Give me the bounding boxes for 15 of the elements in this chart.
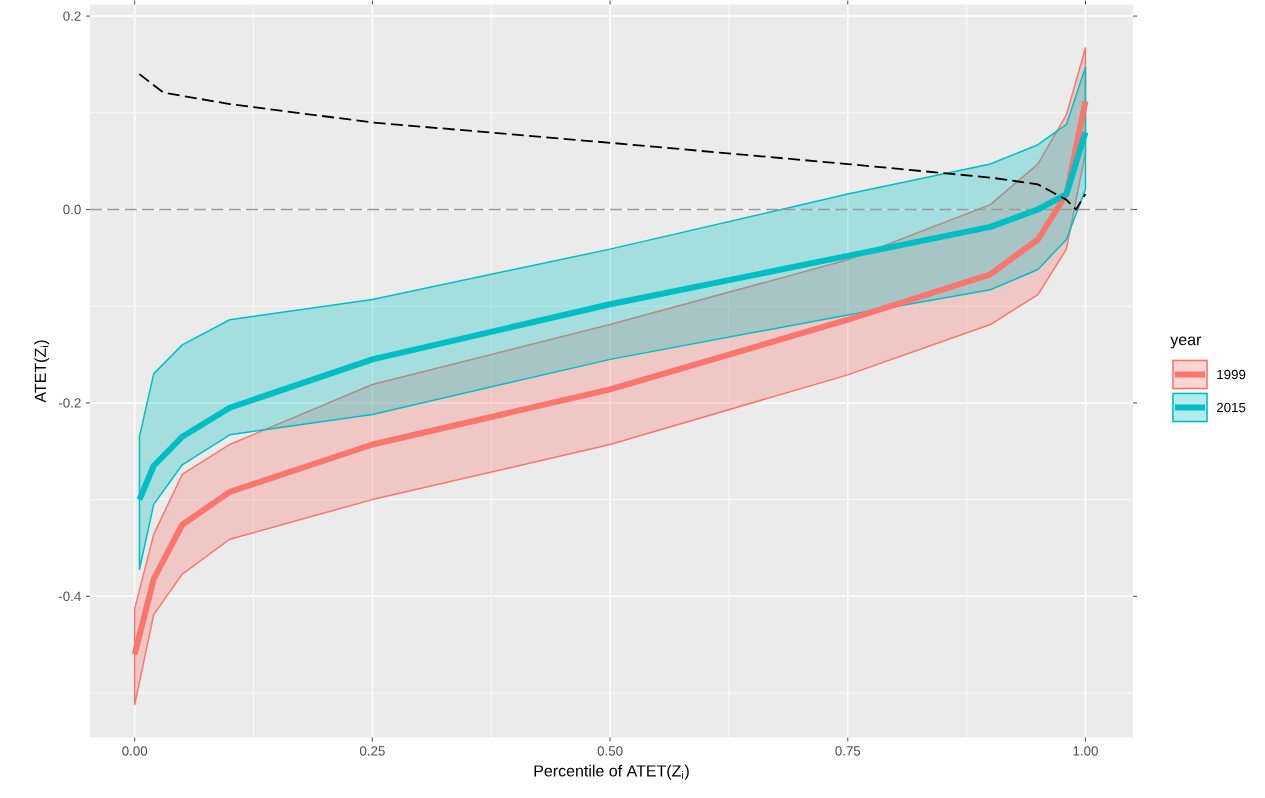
x-tick-label: 0.50 [597, 745, 623, 756]
y-tick-label: 0.0 [63, 204, 81, 214]
y-tick-label: 0.2 [63, 11, 81, 21]
x-axis-title: Percentile of ATET(Z$_{i}$) [534, 764, 689, 780]
legend-title: year [1170, 336, 1202, 349]
line-series [138, 72, 1087, 211]
legend-label: 1999 [1217, 369, 1246, 379]
x-tick-label: 0.75 [835, 745, 861, 756]
y-tick-label: -0.2 [58, 397, 81, 408]
x-tick-label: 0.00 [122, 745, 148, 756]
legend-label: 2015 [1216, 402, 1246, 412]
y-tick-label: -0.4 [58, 591, 81, 601]
x-tick-label: 0.25 [359, 745, 385, 756]
x-tick-label: 1.00 [1073, 745, 1098, 756]
y-axis-title: ATET(Z$_{i}$) [34, 340, 50, 403]
